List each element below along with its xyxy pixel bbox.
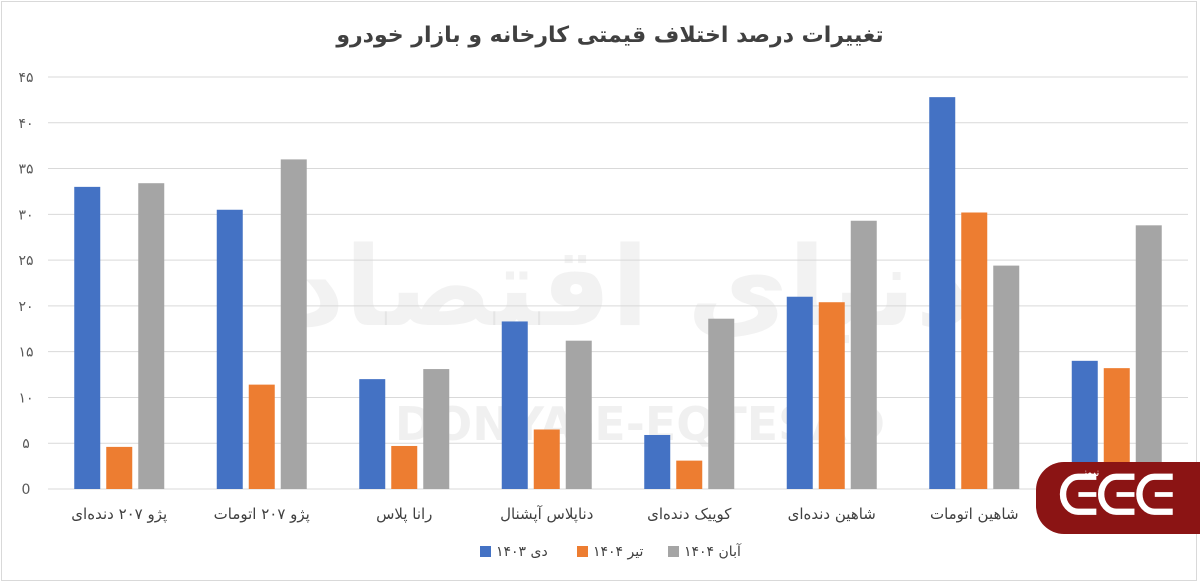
bar — [423, 369, 450, 489]
news-logo: نیوز ᕮᕮᕮ — [1036, 462, 1200, 534]
legend-swatch — [577, 546, 588, 557]
y-tick-label: ۱۰ — [18, 390, 33, 406]
legend-swatch — [668, 546, 679, 557]
x-tick-label: شاهین دنده‌ای — [788, 505, 876, 523]
y-tick-label: ۳۰ — [18, 207, 33, 223]
y-tick-label: 0 — [22, 482, 31, 498]
bar — [248, 384, 275, 489]
bar — [391, 445, 418, 489]
bar — [216, 209, 243, 489]
bar — [359, 379, 386, 489]
bar — [501, 321, 528, 489]
y-tick-label: ۲۰ — [18, 299, 33, 315]
bar — [106, 446, 133, 489]
bar — [280, 159, 307, 489]
bars — [74, 97, 1162, 490]
bar — [565, 340, 592, 489]
legend: دی ۱۴۰۳ تیر ۱۴۰۴ آبان ۱۴۰۴ — [480, 543, 742, 560]
x-tick-label: دناپلاس آپشنال — [500, 505, 593, 524]
y-tick-label: ۴۰ — [18, 116, 33, 132]
bar — [993, 265, 1020, 489]
x-tick-label: کوییک دنده‌ای — [647, 505, 732, 523]
y-tick-label: ۲۵ — [18, 253, 33, 269]
logo-subtext: نیوز — [1082, 466, 1100, 479]
legend-label: تیر ۱۴۰۴ — [593, 544, 643, 560]
y-axis-tick-labels: 0 ۵ ۱۰ ۱۵ ۲۰ ۲۵ ۳۰ ۳۵ ۴۰ ۴۵ — [18, 70, 33, 498]
bar — [786, 296, 813, 489]
x-tick-label: رانا پلاس — [376, 505, 432, 524]
bar — [1135, 225, 1162, 489]
bar — [533, 429, 560, 489]
legend-swatch — [480, 546, 491, 557]
bar — [138, 183, 165, 489]
bar — [850, 220, 877, 489]
x-tick-label: پژو ۲۰۷ اتومات — [214, 505, 310, 524]
bar — [961, 212, 988, 489]
y-tick-label: ۵ — [22, 436, 30, 452]
y-tick-label: ۳۵ — [18, 162, 33, 178]
bar — [708, 318, 735, 489]
x-tick-label: شاهین اتومات — [930, 505, 1019, 523]
logo-mark: ᕮᕮᕮ — [1058, 464, 1175, 527]
x-axis-tick-labels: پژو ۲۰۷ دنده‌ای پژو ۲۰۷ اتومات رانا پلاس دن… — [71, 505, 1018, 524]
bar — [818, 302, 845, 489]
legend-label: دی ۱۴۰۳ — [496, 544, 548, 560]
bar — [74, 186, 101, 489]
bar — [644, 434, 671, 489]
y-tick-label: ۱۵ — [18, 345, 33, 361]
bar — [929, 97, 956, 490]
bar — [676, 460, 703, 489]
y-tick-label: ۴۵ — [18, 70, 33, 86]
chart-title: تغییرات درصد اختلاف قیمتی کارخانه و بازا… — [335, 23, 883, 48]
x-tick-label: پژو ۲۰۷ دنده‌ای — [71, 505, 167, 524]
legend-label: آبان ۱۴۰۴ — [684, 543, 742, 560]
